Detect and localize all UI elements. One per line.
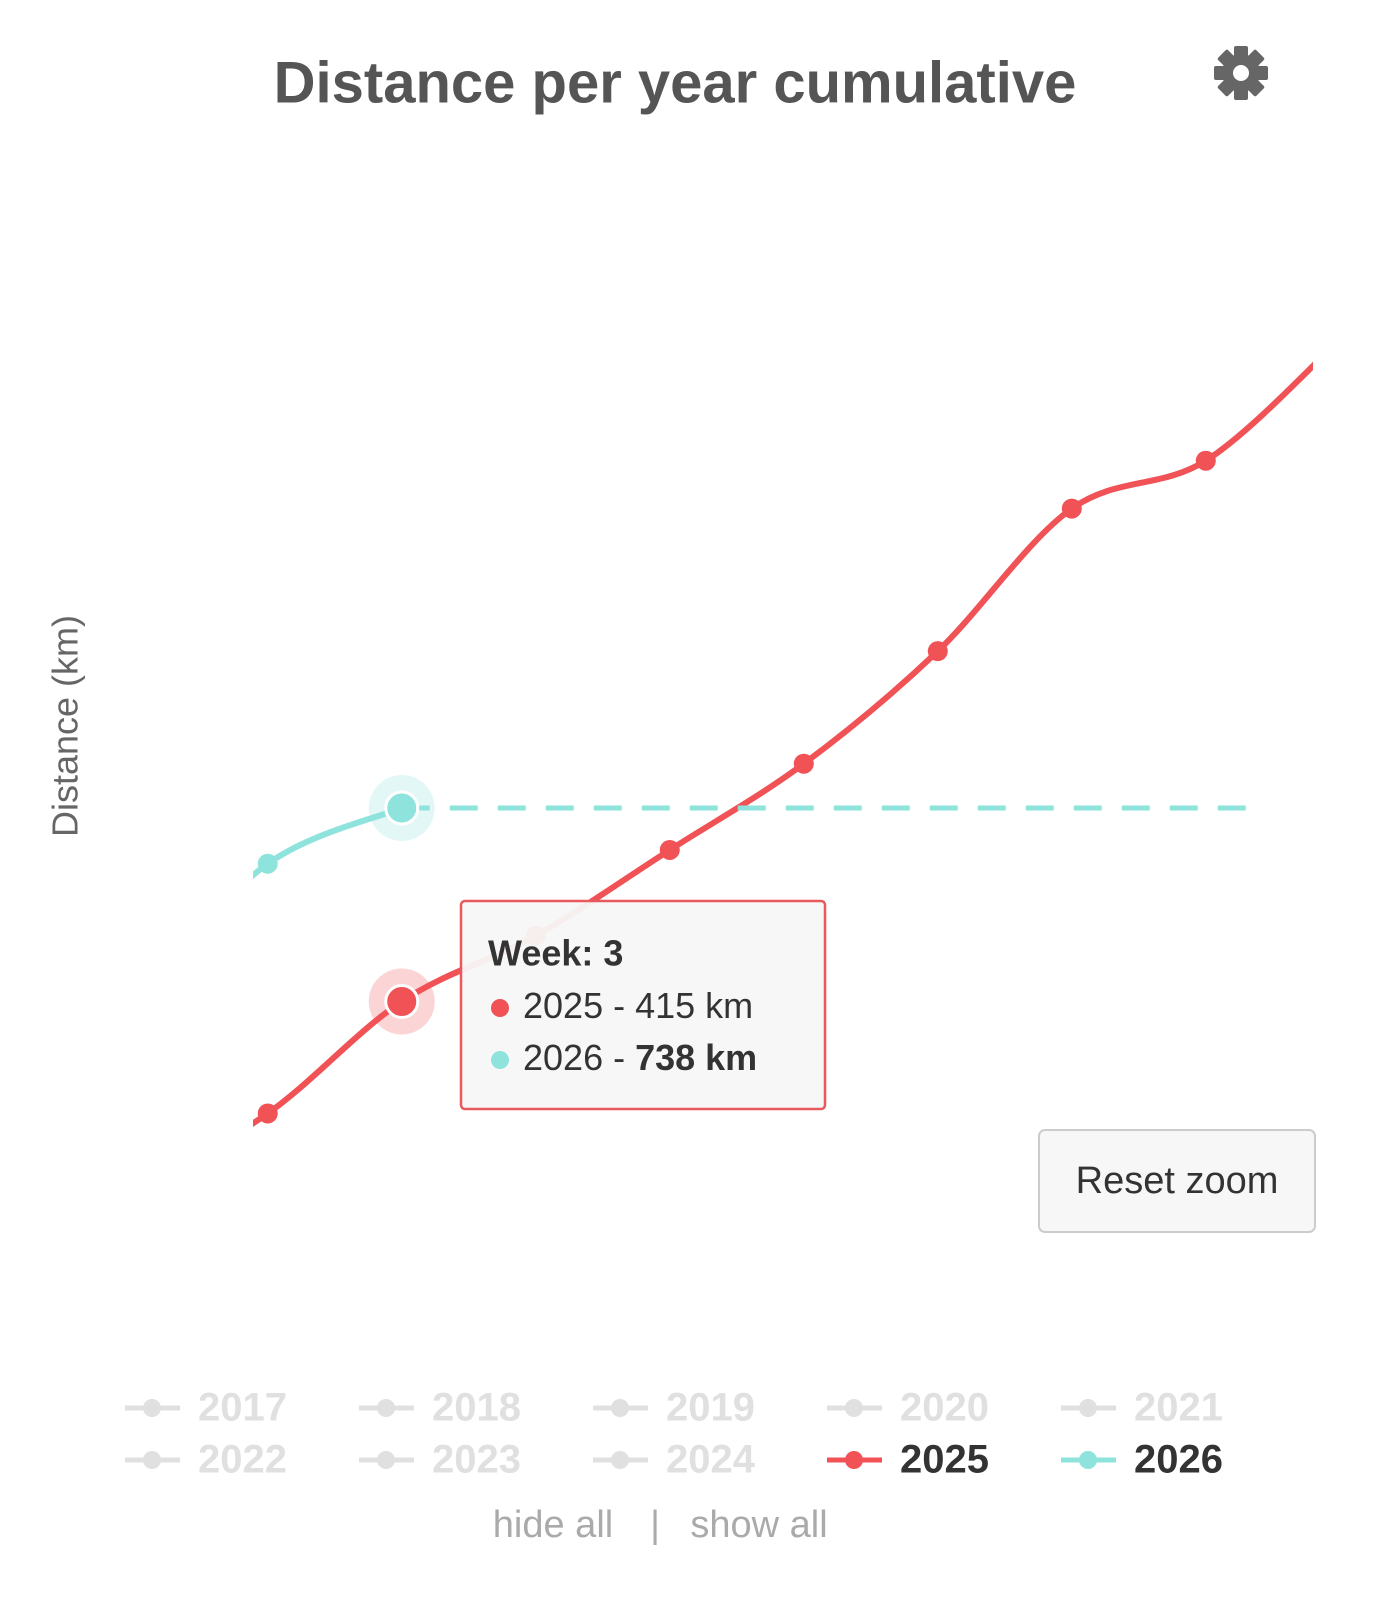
legend-item[interactable]: 2017 [125, 1386, 287, 1430]
legend-marker [611, 1399, 629, 1417]
chart-title: Distance per year cumulative [274, 50, 1077, 115]
tooltip-value: 415 km [635, 985, 753, 1026]
legend-label: 2025 [900, 1438, 989, 1482]
legend-item[interactable]: 2026 [1061, 1438, 1223, 1482]
tooltip-marker [491, 999, 509, 1017]
point [384, 983, 420, 1019]
point [124, 1180, 144, 1200]
legend-label: 2023 [432, 1438, 521, 1482]
point [257, 1103, 278, 1124]
legend-label: 2026 [1134, 1438, 1223, 1482]
tooltip-value: 738 km [635, 1037, 757, 1078]
legend-item[interactable]: 2018 [359, 1386, 521, 1430]
legend-label: 2024 [666, 1438, 756, 1482]
legend-label: 2021 [1134, 1386, 1223, 1430]
tooltip-row: 2026 - 738 km [523, 1037, 757, 1078]
point [124, 988, 144, 1008]
legend-marker [611, 1451, 629, 1469]
show-all-link[interactable]: show all [690, 1504, 827, 1546]
legend-label: 2018 [432, 1386, 521, 1430]
button-label: Reset zoom [1076, 1160, 1279, 1202]
legend-item[interactable]: 2020 [827, 1386, 989, 1430]
legend-label: 2019 [666, 1386, 755, 1430]
legend-marker [1079, 1399, 1097, 1417]
legend-item[interactable]: 2024 [593, 1438, 756, 1482]
reset-zoom-button[interactable]: Reset zoom [1038, 1129, 1316, 1233]
legend-marker [845, 1399, 863, 1417]
point [1195, 450, 1216, 471]
point [384, 790, 420, 826]
point [1330, 330, 1350, 350]
legend-marker [1079, 1451, 1097, 1469]
tooltip-row: 2025 - 415 km [523, 985, 753, 1026]
legend-marker [143, 1399, 161, 1417]
legend-item[interactable]: 2022 [125, 1438, 287, 1482]
point [659, 839, 680, 860]
legend-item[interactable]: 2021 [1061, 1386, 1223, 1430]
series-line [253, 805, 403, 880]
legend-item[interactable]: 2019 [593, 1386, 755, 1430]
tooltip-prefix: 2025 - [523, 985, 635, 1026]
tooltip-marker [491, 1051, 509, 1069]
legend-marker [377, 1399, 395, 1417]
legend-item[interactable]: 2023 [359, 1438, 521, 1482]
point [1061, 498, 1082, 519]
legend-label: 2020 [900, 1386, 989, 1430]
point [793, 753, 814, 774]
legend-marker [845, 1451, 863, 1469]
y-axis-title: Distance (km) [45, 615, 86, 837]
legend-marker [143, 1451, 161, 1469]
series-line [253, 361, 1313, 1127]
settings-icon[interactable] [1203, 35, 1279, 111]
legend-label: 2017 [198, 1386, 287, 1430]
point [257, 853, 278, 874]
tooltip-box [459, 899, 827, 1111]
separator: | [650, 1504, 660, 1546]
legend-item[interactable]: 2025 [827, 1438, 989, 1482]
tooltip-title: Week: 3 [488, 933, 623, 974]
legend-label: 2022 [198, 1438, 287, 1482]
tooltip-prefix: 2026 - [523, 1037, 635, 1078]
point [927, 641, 948, 662]
hide-all-link[interactable]: hide all [493, 1504, 613, 1546]
legend-marker [377, 1451, 395, 1469]
